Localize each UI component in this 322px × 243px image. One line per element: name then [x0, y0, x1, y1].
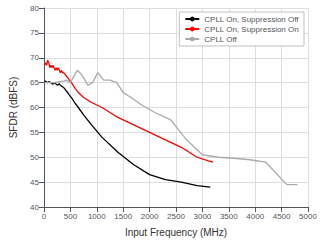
- svg-text:65: 65: [30, 78, 39, 87]
- svg-text:75: 75: [30, 28, 39, 37]
- svg-text:4000: 4000: [246, 212, 264, 221]
- svg-text:60: 60: [30, 103, 39, 112]
- svg-text:3000: 3000: [194, 212, 212, 221]
- svg-text:3500: 3500: [220, 212, 238, 221]
- svg-text:CPLL On, Suppression Off: CPLL On, Suppression Off: [204, 15, 299, 24]
- svg-text:70: 70: [30, 53, 39, 62]
- svg-text:500: 500: [64, 212, 78, 221]
- svg-text:5000: 5000: [299, 212, 317, 221]
- svg-text:40: 40: [30, 203, 39, 212]
- svg-text:4500: 4500: [273, 212, 291, 221]
- svg-text:1000: 1000: [88, 212, 106, 221]
- svg-text:SFDR (dBFS): SFDR (dBFS): [8, 77, 19, 139]
- svg-text:80: 80: [30, 4, 39, 13]
- svg-text:2500: 2500: [167, 212, 185, 221]
- svg-text:CPLL On, Suppression On: CPLL On, Suppression On: [204, 25, 298, 34]
- svg-text:0: 0: [42, 212, 47, 221]
- svg-text:55: 55: [30, 128, 39, 137]
- svg-text:45: 45: [30, 178, 39, 187]
- svg-text:CPLL Off: CPLL Off: [204, 35, 237, 44]
- svg-text:50: 50: [30, 153, 39, 162]
- svg-text:Input Frequency (MHz): Input Frequency (MHz): [125, 227, 227, 238]
- svg-text:1500: 1500: [114, 212, 132, 221]
- svg-text:2000: 2000: [141, 212, 159, 221]
